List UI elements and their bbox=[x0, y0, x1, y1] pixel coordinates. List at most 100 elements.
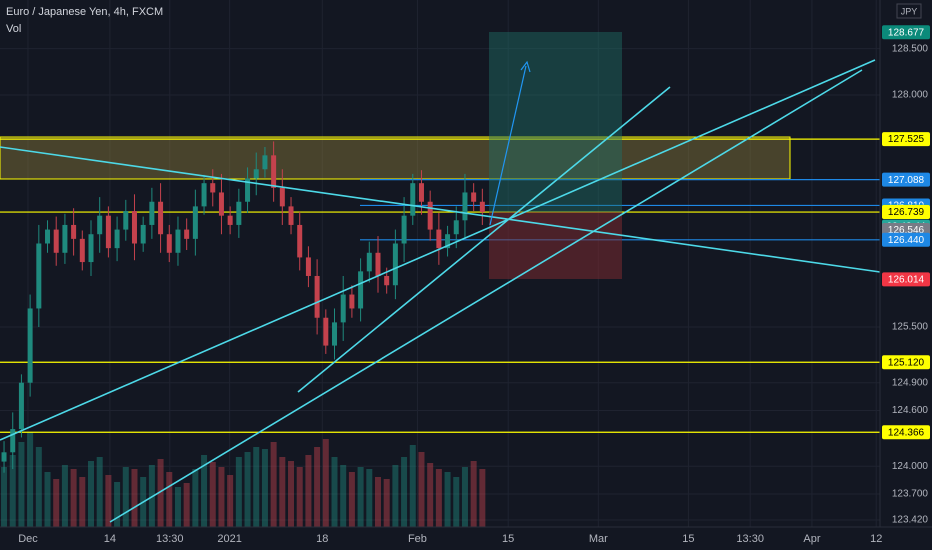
volume-bar bbox=[253, 447, 260, 527]
volume-bar bbox=[244, 452, 251, 527]
candle-body bbox=[462, 192, 468, 221]
volume-bar bbox=[1, 467, 8, 527]
price-badge bbox=[882, 25, 930, 40]
trend-line bbox=[0, 59, 876, 441]
currency-label: JPY bbox=[901, 6, 918, 16]
candle-body bbox=[305, 257, 311, 276]
volume-bar bbox=[461, 467, 468, 527]
volume-bar bbox=[409, 445, 416, 527]
candle-body bbox=[279, 187, 285, 207]
y-tick-label: 128.500 bbox=[892, 43, 929, 54]
candle-body bbox=[166, 234, 172, 253]
candle-body bbox=[227, 215, 233, 225]
x-tick-label: 13:30 bbox=[156, 533, 184, 545]
candle-body bbox=[358, 271, 364, 309]
volume-bar bbox=[305, 455, 312, 527]
volume-bar bbox=[435, 469, 442, 527]
trend-line bbox=[0, 146, 881, 273]
volume-bar bbox=[218, 467, 225, 527]
x-tick-label: 15 bbox=[502, 533, 514, 545]
volume-bar bbox=[366, 469, 373, 527]
volume-bar bbox=[418, 452, 425, 527]
candle-body bbox=[297, 224, 303, 258]
volume-bar bbox=[296, 467, 303, 527]
candle-body bbox=[401, 215, 407, 244]
x-tick-label: Apr bbox=[803, 533, 820, 545]
candle-body bbox=[123, 211, 129, 230]
volume-bar bbox=[427, 463, 434, 527]
candle-body bbox=[36, 243, 42, 309]
x-tick-label: 13:30 bbox=[736, 533, 764, 545]
y-tick-label: 128.000 bbox=[892, 90, 929, 101]
x-tick-label: 12 bbox=[870, 533, 882, 545]
candle-body bbox=[192, 206, 198, 239]
y-tick-label: 124.600 bbox=[892, 405, 929, 416]
currency-box bbox=[896, 3, 922, 19]
price-badge-label: 126.440 bbox=[888, 235, 925, 246]
price-badge-label: 127.088 bbox=[888, 175, 925, 186]
volume-bar bbox=[314, 447, 321, 527]
volume-bar bbox=[105, 475, 112, 527]
candle-body bbox=[175, 229, 181, 253]
volume-bar bbox=[479, 469, 486, 527]
chart-title: Euro / Japanese Yen, 4h, FXCM bbox=[6, 6, 163, 18]
volume-bar bbox=[27, 432, 34, 527]
volume-bar bbox=[270, 442, 277, 527]
candles bbox=[1, 141, 485, 473]
price-badge-label: 126.014 bbox=[888, 274, 925, 285]
candle-body bbox=[236, 201, 242, 225]
volume-bar bbox=[96, 457, 103, 527]
candle-body bbox=[271, 155, 277, 188]
price-badge bbox=[882, 205, 930, 220]
candle-body bbox=[349, 294, 355, 309]
volume-bar bbox=[401, 457, 408, 527]
candle-body bbox=[323, 317, 329, 346]
axis-labels: 123.420 123.700 124.000 124.600 124.900 125.5… bbox=[18, 25, 930, 545]
candle-body bbox=[418, 183, 424, 202]
price-badge-label: 124.366 bbox=[888, 427, 925, 438]
price-badge bbox=[882, 132, 930, 147]
volume-bar bbox=[470, 461, 477, 527]
candle-body bbox=[140, 224, 146, 244]
price-badge bbox=[882, 272, 930, 287]
candle-body bbox=[262, 155, 268, 170]
volume-bar bbox=[87, 461, 94, 527]
candle-body bbox=[18, 382, 24, 430]
candle-body bbox=[218, 192, 224, 216]
candle-body bbox=[105, 215, 111, 249]
volume-bar bbox=[70, 469, 77, 527]
candle-body bbox=[71, 224, 77, 239]
volume-bar bbox=[166, 472, 173, 527]
supply-zone bbox=[0, 136, 791, 180]
candle-body bbox=[97, 215, 103, 235]
candle-body bbox=[245, 178, 251, 202]
candle-body bbox=[314, 275, 320, 318]
volume-bar bbox=[131, 469, 138, 527]
price-badge bbox=[882, 355, 930, 370]
candle-body bbox=[471, 192, 477, 202]
candle-body bbox=[201, 183, 207, 207]
volume-bar bbox=[331, 457, 338, 527]
volume-bar bbox=[288, 461, 295, 527]
candle-body bbox=[88, 234, 94, 263]
candle-body bbox=[79, 238, 85, 263]
candle-body bbox=[436, 229, 442, 249]
y-tick-label: 125.500 bbox=[892, 322, 929, 333]
volume-bar bbox=[444, 472, 451, 527]
candle-body bbox=[114, 229, 120, 249]
volume-bar bbox=[340, 465, 347, 527]
candle-body bbox=[158, 201, 164, 235]
volume-bar bbox=[35, 447, 42, 527]
candle-body bbox=[10, 429, 16, 453]
candle-body bbox=[210, 183, 216, 193]
trend-line bbox=[297, 86, 671, 393]
candle-body bbox=[27, 308, 33, 383]
stop-zone bbox=[489, 212, 622, 279]
volume-bar bbox=[157, 459, 164, 527]
volume-bar bbox=[322, 439, 329, 527]
price-badge-label: 126.546 bbox=[888, 225, 925, 236]
volume-bar bbox=[383, 479, 390, 527]
volume-bar bbox=[209, 462, 216, 527]
